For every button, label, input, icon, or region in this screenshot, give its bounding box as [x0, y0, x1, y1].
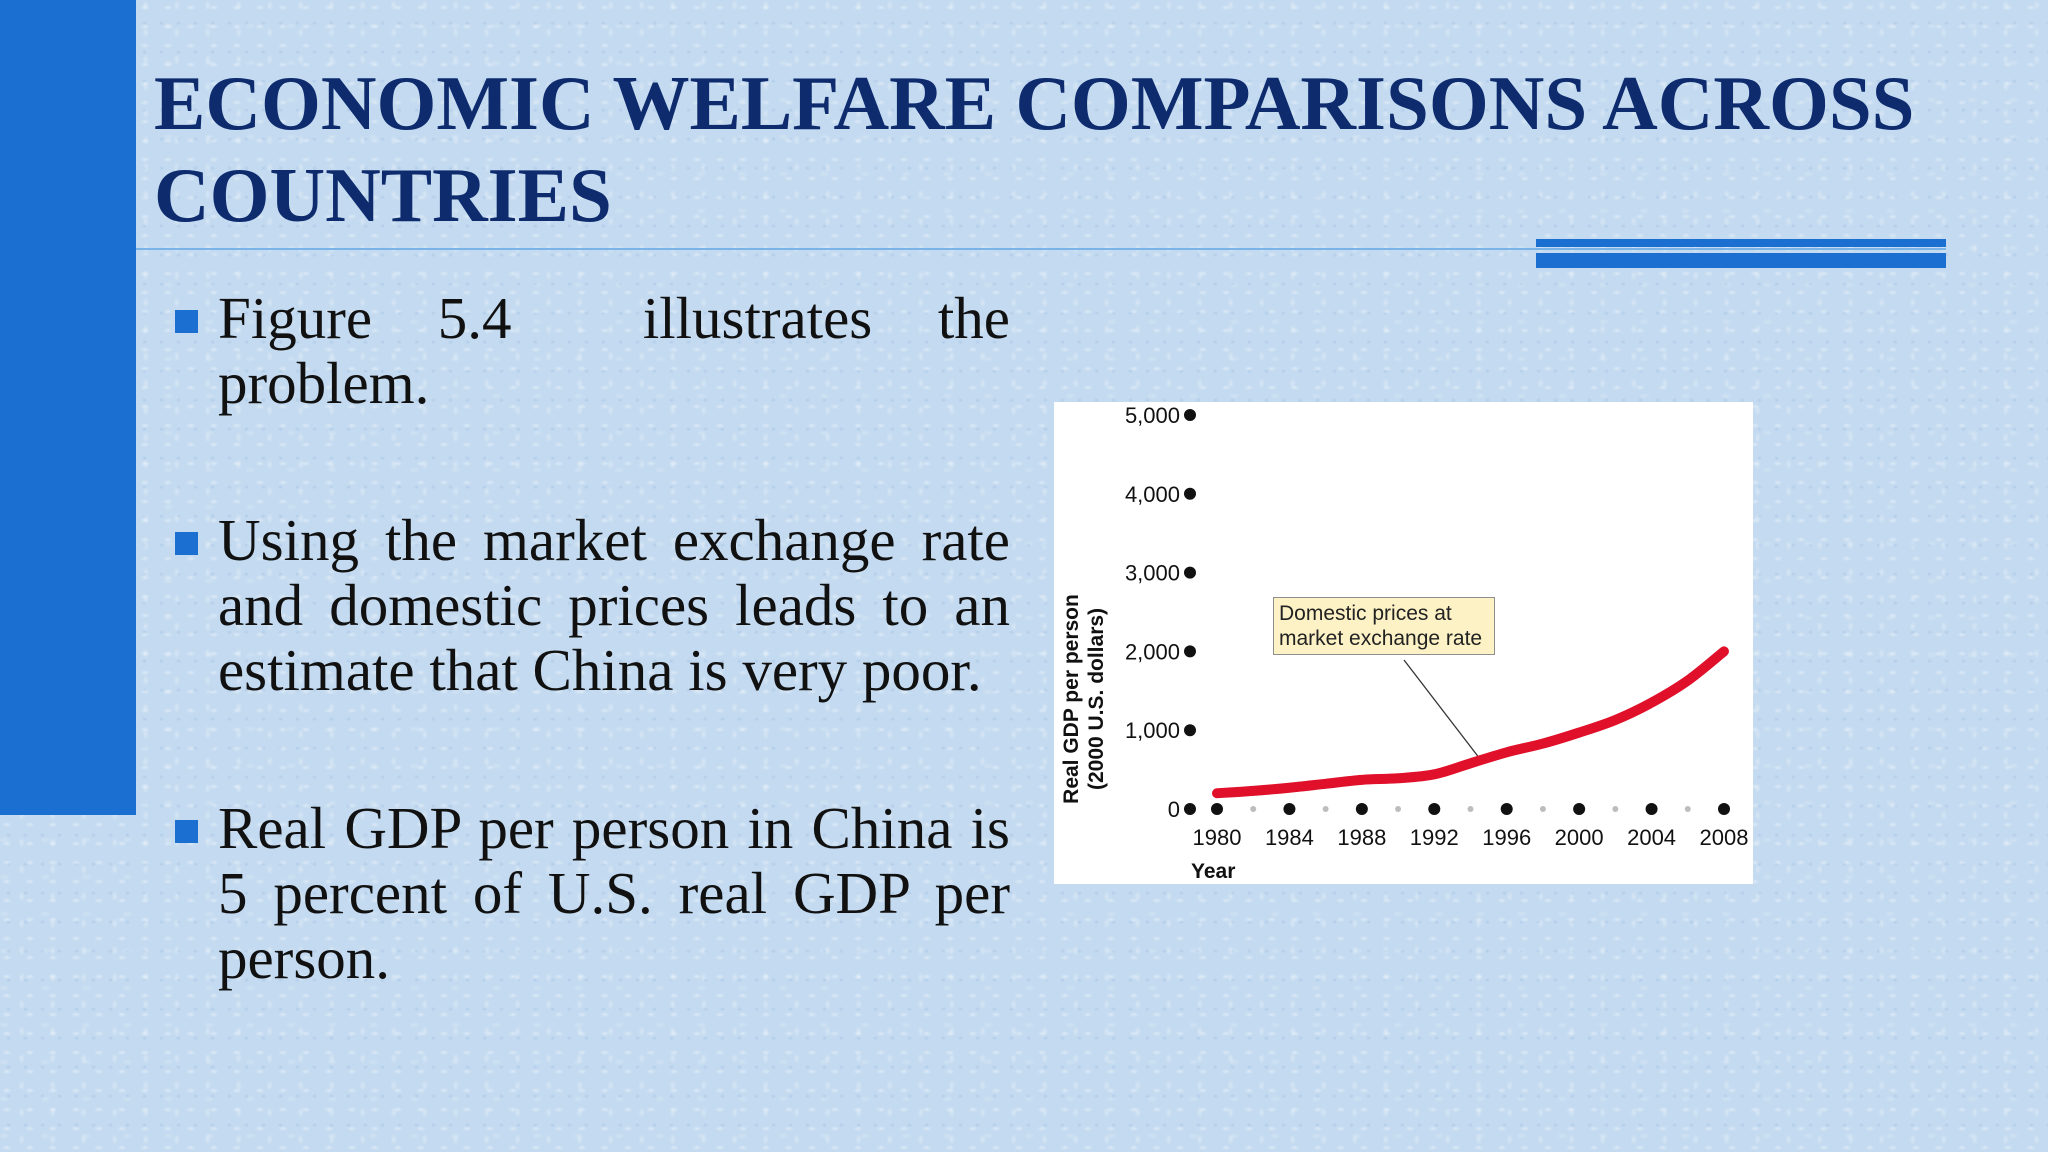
x-minor-tick-dot [1395, 806, 1402, 812]
x-tick-label: 1996 [1482, 825, 1531, 850]
x-minor-tick-dot [1684, 806, 1691, 812]
y-tick-label: 0 [1168, 797, 1180, 822]
x-tick-label: 1988 [1337, 825, 1386, 850]
square-bullet-icon [175, 532, 198, 555]
annotation-leader-line [1403, 659, 1481, 760]
y-axis-title-line2: (2000 U.S. dollars) [1085, 608, 1108, 790]
y-tick-label: 2,000 [1125, 639, 1180, 664]
x-minor-tick-dot [1322, 806, 1329, 812]
x-tick-label: 1980 [1193, 825, 1242, 850]
x-tick-label: 2004 [1627, 825, 1676, 850]
x-minor-tick-dot [1539, 806, 1546, 812]
title-accent-bar-top [1536, 239, 1946, 247]
y-tick-label: 3,000 [1125, 561, 1180, 586]
series-line-0 [1212, 646, 1729, 799]
x-tick-dot [1428, 803, 1441, 815]
y-tick-dot [1184, 409, 1196, 421]
title-divider-line [136, 248, 1946, 250]
y-tick-label: 4,000 [1125, 482, 1180, 507]
bullet-text: Using the market exchange rate and domes… [218, 507, 1010, 703]
square-bullet-icon [175, 310, 198, 333]
y-tick-dot [1184, 645, 1196, 658]
title-accent-bar-bottom [1536, 253, 1946, 268]
x-tick-label: 2000 [1555, 825, 1604, 850]
chart-figure: Real GDP per person (2000 U.S. dollars) … [1054, 402, 1753, 884]
x-minor-tick-dot [1612, 806, 1619, 812]
y-tick-label: 1,000 [1125, 718, 1180, 743]
y-tick-dot [1184, 724, 1196, 737]
bullet-text: Real GDP per person in China is 5 percen… [218, 795, 1010, 991]
y-tick-dot [1184, 566, 1196, 579]
y-tick-label: 5,000 [1125, 403, 1180, 428]
series-annotation-label: Domestic prices at market exchange rate [1273, 597, 1495, 655]
x-tick-dot [1355, 803, 1368, 815]
y-axis-title-line1: Real GDP per person [1060, 594, 1083, 804]
x-tick-dot [1573, 803, 1586, 815]
x-tick-dot [1718, 803, 1730, 815]
x-axis-title: Year [1191, 860, 1235, 883]
y-tick-dot [1184, 803, 1196, 815]
left-accent-bar [0, 0, 136, 815]
x-tick-dot [1500, 803, 1513, 815]
x-tick-dot [1211, 803, 1223, 815]
line-chart: Real GDP per person (2000 U.S. dollars) … [1060, 403, 1749, 883]
y-tick-dot [1184, 487, 1196, 500]
square-bullet-icon [175, 820, 198, 843]
x-minor-tick-dot [1250, 806, 1257, 812]
x-minor-tick-dot [1467, 806, 1474, 812]
slide-title: ECONOMIC WELFARE COMPARISONS ACROSS COUN… [154, 60, 1915, 238]
bullet-text: Figure 5.4 illustrates the problem. [218, 285, 1010, 416]
x-tick-dot [1283, 803, 1296, 815]
x-tick-label: 1984 [1265, 825, 1314, 850]
x-tick-label: 1992 [1410, 825, 1459, 850]
x-tick-dot [1645, 803, 1658, 815]
x-tick-label: 2008 [1700, 825, 1749, 850]
